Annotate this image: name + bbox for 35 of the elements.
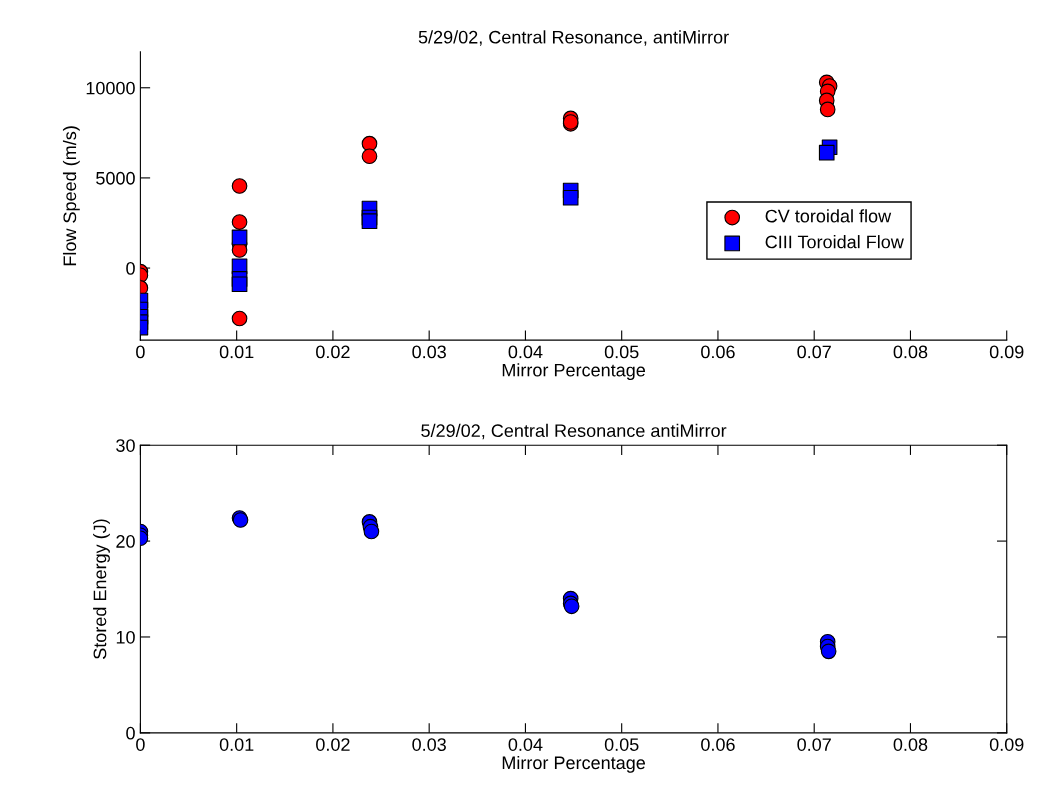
x-tick-label: 0.01 xyxy=(219,345,254,359)
y-tick-label: 5000 xyxy=(96,171,135,185)
x-tick-label: 0.03 xyxy=(412,738,446,751)
y-axis-title: Flow Speed (m/s) xyxy=(62,126,80,266)
x-tick-label: 0.06 xyxy=(701,738,735,751)
y-tick-label: 10000 xyxy=(86,81,135,95)
chart-title: 5/29/02, Central Resonance antiMirror xyxy=(421,423,727,440)
x-tick-label: 0 xyxy=(136,738,145,751)
y-tick-label: 10 xyxy=(116,630,135,644)
x-axis-title: Mirror Percentage xyxy=(502,755,646,773)
x-tick-label: 0.09 xyxy=(989,738,1024,751)
legend-label: CIII Toroidal Flow xyxy=(765,235,904,249)
x-tick-label: 0.08 xyxy=(893,738,928,751)
x-tick-label: 0.04 xyxy=(508,345,543,359)
x-tick-label: 0.05 xyxy=(604,738,639,751)
x-tick-label: 0.02 xyxy=(316,738,350,751)
x-tick-label: 0.09 xyxy=(989,345,1024,359)
chart-title: 5/29/02, Central Resonance, antiMirror xyxy=(418,30,729,46)
x-tick-label: 0.01 xyxy=(219,738,254,751)
x-tick-label: 0.03 xyxy=(412,345,446,359)
x-tick-label: 0.07 xyxy=(797,345,831,359)
y-axis-title: Stored Energy (J) xyxy=(93,519,110,659)
x-tick-label: 0.05 xyxy=(604,345,639,359)
x-tick-label: 0.06 xyxy=(701,345,735,359)
y-tick-label: 30 xyxy=(116,439,135,452)
y-tick-label: 0 xyxy=(126,726,135,740)
x-tick-label: 0.04 xyxy=(508,738,543,751)
y-tick-label: 0 xyxy=(126,261,135,275)
x-axis-title: Mirror Percentage xyxy=(502,363,646,381)
x-tick-label: 0.07 xyxy=(797,738,831,751)
x-tick-label: 0.02 xyxy=(316,345,350,359)
x-tick-label: 0.08 xyxy=(893,345,928,359)
x-tick-label: 0 xyxy=(136,345,145,359)
y-tick-label: 20 xyxy=(116,535,135,548)
legend-label: CV toroidal flow xyxy=(765,209,892,223)
